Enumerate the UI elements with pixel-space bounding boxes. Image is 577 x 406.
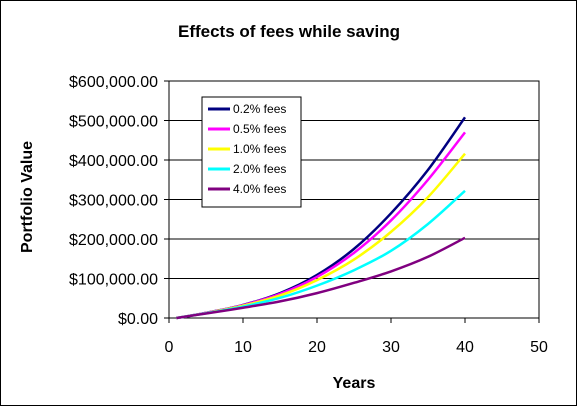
y-tick-label-3: $300,000.00 bbox=[69, 193, 158, 210]
series-line-4 bbox=[176, 236, 466, 320]
x-tick-label-4: 40 bbox=[456, 339, 474, 356]
y-tick-label-5: $500,000.00 bbox=[69, 114, 158, 131]
x-tick-label-0: 0 bbox=[165, 339, 174, 356]
chart-title: Effects of fees while saving bbox=[178, 22, 400, 41]
x-tick-label-2: 20 bbox=[308, 339, 326, 356]
y-tick-label-6: $600,000.00 bbox=[69, 74, 158, 91]
legend-label-2: 1.0% fees bbox=[233, 142, 286, 156]
plot-area: $0.00 $100,000.00 $200,000.00 $300,000.00 $4… bbox=[69, 74, 548, 356]
y-tick-label-4: $400,000.00 bbox=[69, 153, 158, 170]
legend-label-0: 0.2% fees bbox=[233, 102, 286, 116]
y-tick-label-1: $100,000.00 bbox=[69, 272, 158, 289]
legend-label-1: 0.5% fees bbox=[233, 122, 286, 136]
y-tick-label-2: $200,000.00 bbox=[69, 232, 158, 249]
y-tick-label-0: $0.00 bbox=[118, 311, 158, 328]
legend-label-3: 2.0% fees bbox=[233, 162, 286, 176]
x-tick-label-1: 10 bbox=[234, 339, 252, 356]
x-tick-label-5: 50 bbox=[530, 339, 548, 356]
x-tick-label-3: 30 bbox=[382, 339, 400, 356]
y-axis-title: Portfolio Value bbox=[19, 141, 36, 253]
x-axis-title: Years bbox=[333, 375, 376, 392]
legend-label-4: 4.0% fees bbox=[233, 182, 286, 196]
